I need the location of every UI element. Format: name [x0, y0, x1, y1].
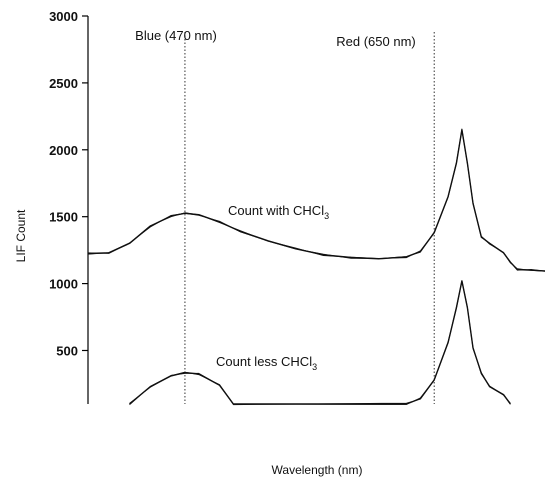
series-2-trace-2 — [129, 280, 511, 406]
red-marker-label: Red (650 nm) — [336, 34, 415, 49]
x-axis-title: Wavelength (nm) — [272, 463, 363, 477]
series-2-trace-1 — [129, 280, 511, 405]
y-tick-label-1500: 1500 — [49, 210, 78, 225]
y-tick-label-3000: 3000 — [49, 9, 78, 24]
y-tick-label-2000: 2000 — [49, 143, 78, 158]
series-label-with: Count with CHCl3 — [228, 203, 329, 221]
y-tick-label-1000: 1000 — [49, 277, 78, 292]
y-tick-label-2500: 2500 — [49, 76, 78, 91]
series-1-trace-1 — [87, 129, 546, 272]
series-label-less: Count less CHCl3 — [216, 354, 317, 372]
series-1-trace-2 — [87, 129, 546, 272]
series-2-trace-3 — [129, 281, 511, 405]
y-axis-title: LIF Count — [14, 209, 28, 262]
series-1-trace-3 — [87, 128, 546, 272]
y-tick-label-500: 500 — [56, 343, 78, 358]
blue-marker-label: Blue (470 nm) — [135, 28, 217, 43]
